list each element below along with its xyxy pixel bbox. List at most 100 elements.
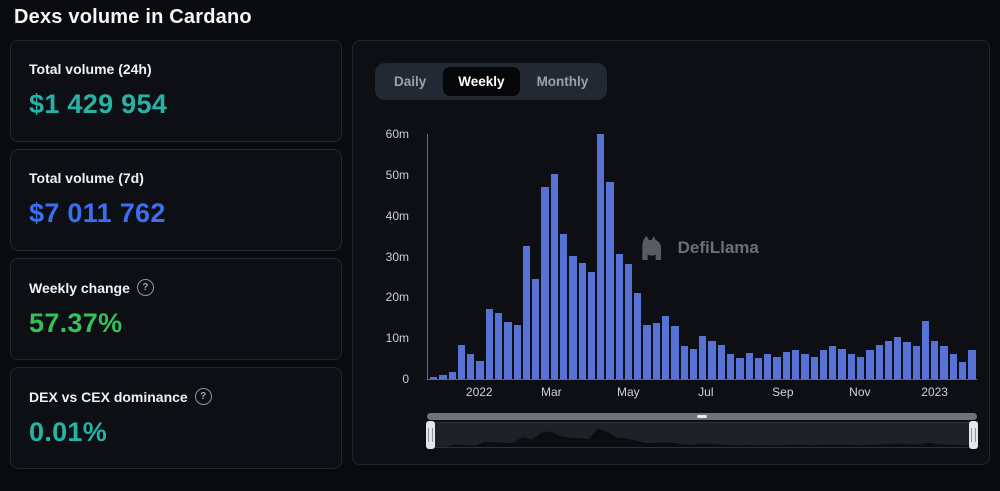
- x-tick-label: Mar: [540, 385, 562, 399]
- volume-bar[interactable]: [717, 344, 725, 379]
- chart-plot: DefiLlama: [427, 134, 977, 380]
- x-axis: 2022 Mar May Jul Sep Nov 2023: [427, 385, 977, 401]
- volume-bar[interactable]: [643, 325, 651, 379]
- stat-label-row: Total volume (7d): [29, 170, 323, 186]
- volume-bar[interactable]: [559, 234, 568, 379]
- volume-bar[interactable]: [884, 340, 893, 379]
- volume-bar[interactable]: [532, 278, 540, 379]
- stat-label: Weekly change: [29, 279, 130, 296]
- stat-value: 57.37%: [29, 308, 123, 338]
- llama-icon: [641, 236, 661, 260]
- stats-column: Total volume (24h) $1 429 954 Total volu…: [10, 40, 342, 469]
- volume-bar[interactable]: [513, 325, 521, 379]
- volume-bar[interactable]: [940, 345, 948, 379]
- y-tick-label: 50m: [385, 167, 409, 182]
- y-tick-label: 40m: [385, 208, 409, 223]
- volume-bar[interactable]: [457, 345, 466, 379]
- x-tick-label: Jul: [698, 385, 714, 399]
- volume-bar[interactable]: [680, 345, 688, 379]
- volume-bar[interactable]: [430, 377, 438, 379]
- volume-bar[interactable]: [699, 335, 707, 379]
- volume-bar[interactable]: [819, 350, 828, 379]
- volume-bar[interactable]: [949, 354, 958, 379]
- tab-monthly[interactable]: Monthly: [522, 67, 604, 96]
- stat-value: 0.01%: [29, 417, 108, 447]
- volume-bar[interactable]: [504, 321, 512, 379]
- volume-bar[interactable]: [810, 357, 818, 379]
- stat-value: $1 429 954: [29, 89, 168, 119]
- volume-bar[interactable]: [912, 345, 920, 379]
- bars[interactable]: [429, 134, 977, 379]
- volume-bar[interactable]: [494, 313, 503, 379]
- stat-label: DEX vs CEX dominance: [29, 388, 188, 405]
- volume-bar[interactable]: [578, 263, 586, 379]
- volume-bar[interactable]: [764, 353, 772, 379]
- volume-bar[interactable]: [689, 348, 698, 379]
- stat-weekly-change: Weekly change ? 57.37%: [10, 258, 342, 360]
- stat-label-row: DEX vs CEX dominance ?: [29, 388, 323, 405]
- volume-bar[interactable]: [671, 325, 679, 379]
- volume-bar[interactable]: [541, 187, 549, 379]
- volume-bar[interactable]: [754, 358, 763, 379]
- brush-handle-left[interactable]: [426, 421, 435, 449]
- y-tick-label: 30m: [385, 249, 409, 264]
- volume-bar[interactable]: [550, 174, 558, 379]
- interval-tabbar: Daily Weekly Monthly: [375, 63, 608, 100]
- volume-bar[interactable]: [476, 361, 484, 379]
- volume-bar[interactable]: [959, 361, 967, 379]
- volume-bar[interactable]: [467, 353, 475, 379]
- volume-bar[interactable]: [727, 354, 735, 379]
- volume-bar[interactable]: [606, 181, 614, 379]
- volume-bar[interactable]: [782, 352, 790, 379]
- volume-bar[interactable]: [439, 375, 447, 379]
- y-tick-label: 20m: [385, 290, 409, 305]
- volume-bar[interactable]: [634, 293, 642, 379]
- volume-bar[interactable]: [838, 349, 846, 379]
- volume-bar[interactable]: [597, 134, 605, 379]
- stat-label-row: Weekly change ?: [29, 279, 323, 296]
- stat-label: Total volume (24h): [29, 61, 152, 77]
- help-circle-icon[interactable]: ?: [194, 388, 212, 405]
- stat-label: Total volume (7d): [29, 170, 144, 186]
- volume-bar[interactable]: [652, 323, 661, 379]
- y-tick-label: 10m: [385, 331, 409, 346]
- volume-bar[interactable]: [968, 350, 976, 379]
- stat-dex-vs-cex-dominance: DEX vs CEX dominance ? 0.01%: [10, 367, 342, 469]
- x-tick-label: May: [616, 385, 640, 399]
- volume-bar[interactable]: [522, 245, 531, 379]
- volume-bar[interactable]: [587, 272, 596, 379]
- brush-range-selector[interactable]: [426, 421, 978, 449]
- volume-bar[interactable]: [829, 345, 837, 379]
- volume-bar[interactable]: [624, 263, 633, 379]
- volume-bar[interactable]: [856, 356, 865, 379]
- page-title: Dexs volume in Cardano: [14, 6, 252, 28]
- volume-bar[interactable]: [736, 357, 744, 379]
- mini-area: [428, 428, 976, 447]
- volume-bar[interactable]: [662, 316, 670, 379]
- volume-bar[interactable]: [931, 341, 939, 379]
- volume-bar[interactable]: [801, 354, 809, 379]
- zoom-track-notch: [697, 415, 707, 418]
- brush-zoom-track[interactable]: [427, 413, 977, 420]
- volume-bar[interactable]: [615, 254, 623, 379]
- stat-total-volume-24h: Total volume (24h) $1 429 954: [10, 40, 342, 142]
- volume-bar[interactable]: [847, 353, 855, 379]
- volume-bar[interactable]: [903, 341, 911, 379]
- tab-daily[interactable]: Daily: [379, 67, 441, 96]
- help-circle-icon[interactable]: ?: [136, 279, 154, 296]
- volume-bar[interactable]: [791, 349, 800, 379]
- y-tick-label: 60m: [385, 127, 409, 141]
- tab-weekly[interactable]: Weekly: [443, 67, 520, 96]
- volume-bar[interactable]: [921, 321, 930, 379]
- brush-handle-right[interactable]: [969, 421, 978, 449]
- volume-bar[interactable]: [875, 345, 883, 379]
- volume-bar[interactable]: [708, 341, 716, 379]
- volume-bar[interactable]: [569, 255, 577, 379]
- volume-bar[interactable]: [866, 349, 874, 379]
- volume-bar[interactable]: [448, 372, 456, 379]
- volume-bar[interactable]: [773, 356, 781, 379]
- volume-bar[interactable]: [894, 337, 902, 379]
- volume-bar[interactable]: [745, 353, 753, 379]
- stat-label-row: Total volume (24h): [29, 61, 323, 77]
- volume-bar[interactable]: [485, 308, 493, 379]
